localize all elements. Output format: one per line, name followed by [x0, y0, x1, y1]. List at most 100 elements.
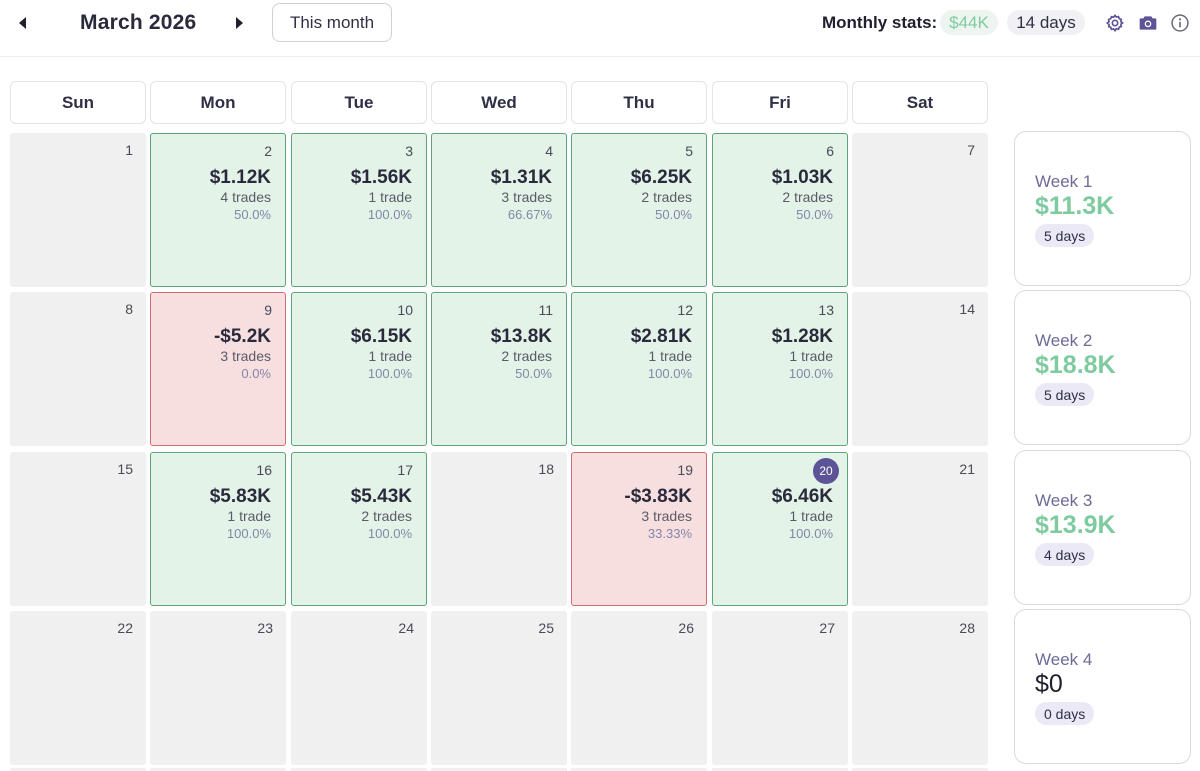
- week-summary-card[interactable]: Week 4 $0 0 days: [1014, 609, 1191, 764]
- day-number: 18: [538, 461, 554, 477]
- week-total: $11.3K: [1035, 192, 1115, 220]
- week-summary-card[interactable]: Week 3 $13.9K 4 days: [1014, 450, 1191, 605]
- day-pnl: $6.15K: [350, 326, 412, 347]
- day-pnl: $1.56K: [350, 167, 412, 188]
- day-win-rate: 100.0%: [788, 526, 833, 541]
- week-label: Week 3: [1035, 491, 1093, 510]
- day-cell[interactable]: 1: [10, 133, 146, 287]
- day-cell[interactable]: 20 $6.46K 1 trade 100.0%: [712, 452, 848, 606]
- monthly-days-badge: 14 days: [1007, 10, 1085, 35]
- day-win-rate: 100.0%: [367, 207, 412, 222]
- week-summary-card[interactable]: Week 2 $18.8K 5 days: [1014, 290, 1191, 445]
- day-cell[interactable]: 27: [712, 611, 848, 765]
- week-total: $0: [1035, 670, 1063, 698]
- day-trade-count: 1 trade: [789, 348, 833, 364]
- day-number: 5: [685, 143, 693, 159]
- day-number: 11: [538, 302, 553, 318]
- day-cell[interactable]: 28: [852, 611, 988, 765]
- day-number: 13: [818, 302, 834, 318]
- day-cell[interactable]: 13 $1.28K 1 trade 100.0%: [712, 292, 848, 446]
- day-pnl: $6.25K: [630, 167, 692, 188]
- day-pnl: $5.43K: [350, 486, 412, 507]
- day-cell[interactable]: 8: [10, 292, 146, 446]
- day-pnl: $5.83K: [209, 486, 271, 507]
- day-number: 22: [117, 620, 133, 636]
- day-cell-peek: [712, 768, 848, 771]
- day-cell[interactable]: 21: [852, 452, 988, 606]
- day-cell[interactable]: 3 $1.56K 1 trade 100.0%: [291, 133, 427, 287]
- day-number: 7: [967, 142, 975, 158]
- screenshot-button[interactable]: [1137, 12, 1159, 34]
- day-cell[interactable]: 18: [431, 452, 567, 606]
- week-label: Week 2: [1035, 331, 1093, 350]
- day-trade-count: 3 trades: [501, 189, 552, 205]
- camera-icon: [1139, 16, 1157, 30]
- day-number: 19: [677, 462, 693, 478]
- day-cell[interactable]: 5 $6.25K 2 trades 50.0%: [571, 133, 707, 287]
- day-cell[interactable]: 15: [10, 452, 146, 606]
- week-total: $13.9K: [1035, 511, 1116, 539]
- monthly-total-badge: $44K: [940, 10, 998, 35]
- day-number: 24: [398, 620, 414, 636]
- day-cell[interactable]: 12 $2.81K 1 trade 100.0%: [571, 292, 707, 446]
- day-cell[interactable]: 19 -$3.83K 3 trades 33.33%: [571, 452, 707, 606]
- day-cell[interactable]: 10 $6.15K 1 trade 100.0%: [291, 292, 427, 446]
- day-cell[interactable]: 16 $5.83K 1 trade 100.0%: [150, 452, 286, 606]
- day-pnl: $1.31K: [490, 167, 552, 188]
- day-number: 26: [678, 620, 694, 636]
- day-cell[interactable]: 14: [852, 292, 988, 446]
- day-pnl: $1.28K: [771, 326, 833, 347]
- day-cell[interactable]: 25: [431, 611, 567, 765]
- week-days-badge: 0 days: [1035, 702, 1095, 725]
- weekday-header-sun: Sun: [10, 81, 146, 124]
- day-number: 23: [257, 620, 273, 636]
- day-cell-peek: [10, 768, 146, 771]
- day-cell-peek: [431, 768, 567, 771]
- calendar-header: March 2026 This month Monthly stats: $44…: [0, 0, 1200, 57]
- day-win-rate: 50.0%: [515, 366, 552, 381]
- day-pnl: -$3.83K: [624, 486, 692, 507]
- day-cell[interactable]: 9 -$5.2K 3 trades 0.0%: [150, 292, 286, 446]
- day-win-rate: 100.0%: [647, 366, 692, 381]
- day-cell[interactable]: 24: [291, 611, 427, 765]
- week-days-badge: 5 days: [1035, 383, 1095, 406]
- week-label: Week 1: [1035, 172, 1093, 191]
- day-trade-count: 3 trades: [220, 348, 271, 364]
- prev-month-button[interactable]: [11, 12, 33, 34]
- gear-icon: [1105, 13, 1124, 33]
- day-cell[interactable]: 6 $1.03K 2 trades 50.0%: [712, 133, 848, 287]
- day-cell[interactable]: 11 $13.8K 2 trades 50.0%: [431, 292, 567, 446]
- day-number: 3: [405, 143, 413, 159]
- next-month-button[interactable]: [228, 12, 250, 34]
- day-cell[interactable]: 17 $5.43K 2 trades 100.0%: [291, 452, 427, 606]
- settings-button[interactable]: [1104, 12, 1126, 34]
- info-button[interactable]: [1169, 12, 1191, 34]
- day-trade-count: 1 trade: [368, 189, 412, 205]
- day-number: 6: [826, 143, 834, 159]
- day-win-rate: 33.33%: [647, 526, 692, 541]
- day-trade-count: 2 trades: [641, 189, 692, 205]
- day-cell[interactable]: 26: [571, 611, 707, 765]
- day-number: 27: [819, 620, 835, 636]
- day-cell[interactable]: 23: [150, 611, 286, 765]
- day-trade-count: 1 trade: [648, 348, 692, 364]
- day-win-rate: 50.0%: [234, 207, 271, 222]
- day-cell-peek: [150, 768, 286, 771]
- day-cell[interactable]: 2 $1.12K 4 trades 50.0%: [150, 133, 286, 287]
- this-month-button[interactable]: This month: [272, 3, 392, 42]
- month-title: March 2026: [80, 11, 197, 34]
- week-summary-card[interactable]: Week 1 $11.3K 5 days: [1014, 131, 1191, 286]
- day-cell-peek: [852, 768, 988, 771]
- info-icon: [1171, 14, 1189, 32]
- day-number: 15: [117, 461, 133, 477]
- week-label: Week 4: [1035, 650, 1093, 669]
- day-cell[interactable]: 4 $1.31K 3 trades 66.67%: [431, 133, 567, 287]
- day-cell[interactable]: 7: [852, 133, 988, 287]
- day-win-rate: 100.0%: [367, 366, 412, 381]
- day-number: 25: [538, 620, 554, 636]
- day-win-rate: 50.0%: [655, 207, 692, 222]
- weekday-header-sat: Sat: [852, 81, 988, 124]
- day-number: 9: [264, 302, 272, 318]
- day-win-rate: 100.0%: [367, 526, 412, 541]
- day-cell[interactable]: 22: [10, 611, 146, 765]
